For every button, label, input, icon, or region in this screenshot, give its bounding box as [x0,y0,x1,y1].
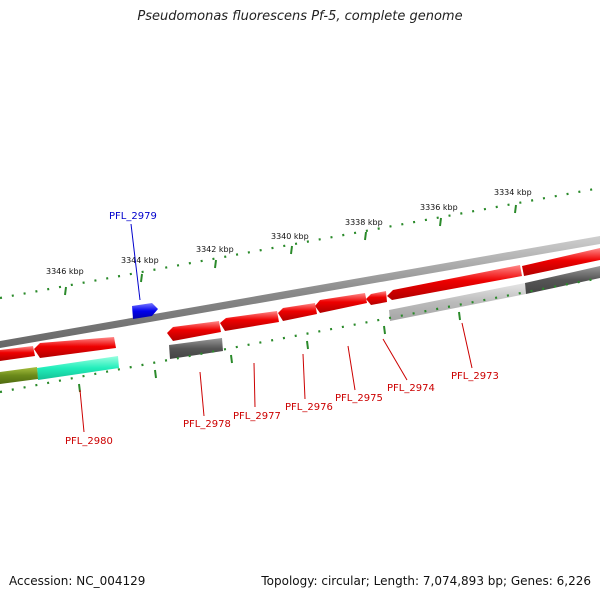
gene-arrow-pfl-2975[interactable] [315,293,367,313]
feature-block[interactable] [525,266,600,294]
leader-line-pfl-2980 [79,389,85,433]
scale-tick-mark [514,204,517,214]
gene-label-pfl-2975[interactable]: PFL_2975 [335,393,383,404]
genome-backbone [0,236,600,348]
scale-tick-mark [290,245,293,255]
leader-line-pfl-2977 [253,362,256,408]
scale-tick-mark [364,231,367,241]
leader-line-pfl-2976 [302,353,306,400]
gene-label-pfl-2976[interactable]: PFL_2976 [285,402,333,413]
tick-label: 3340 kbp [271,232,309,241]
inner-scale-tick [458,311,461,321]
gene-labels: PFL_2979 PFL_2973 PFL_2974 PFL_2975 PFL_… [65,211,499,447]
gene-label-pfl-2979[interactable]: PFL_2979 [109,211,157,222]
gene-label-pfl-2978[interactable]: PFL_2978 [183,419,231,430]
genome-title: Pseudomonas fluorescens Pf-5, complete g… [137,9,463,24]
outer-dotted-ring [0,186,600,300]
tick-label: 3344 kbp [121,256,159,265]
annotation-features [0,266,600,384]
genome-summary-text: Topology: circular; Length: 7,074,893 bp… [261,574,591,588]
tick-label: 3346 kbp [46,267,84,276]
inner-scale-tick [383,325,386,335]
scale-tick-mark [64,286,67,296]
feature-block[interactable] [37,356,119,380]
outer-dotted-ring-line [0,186,600,300]
gene-arrow-pfl-2977[interactable] [220,311,279,331]
feature-block[interactable] [389,283,526,321]
tick-label: 3338 kbp [345,218,383,227]
tick-label: 3334 kbp [494,188,532,197]
gene-arrow-pfl-2976[interactable] [278,303,317,321]
scale-tick-mark [140,273,143,283]
tick-label: 3342 kbp [196,245,234,254]
gene-label-pfl-2977[interactable]: PFL_2977 [233,411,281,422]
inner-scale-tick [306,340,309,350]
scale-ticks [64,204,517,296]
leader-line-pfl-2973 [461,322,473,369]
gene-arrow-pfl-2973[interactable] [387,265,522,300]
leader-line-pfl-2978 [199,371,205,417]
gene-label-pfl-2974[interactable]: PFL_2974 [387,383,435,394]
inner-scale-tick [230,354,233,364]
reverse-strand-features [0,248,600,361]
forward-strand-features [132,303,158,319]
scale-tick-mark [439,217,442,227]
gene-arrow-pfl-2974[interactable] [366,291,387,305]
inner-scale-tick [154,369,157,379]
gene-arrow-pfl-2981[interactable] [0,346,35,361]
accession-text: Accession: NC_004129 [9,574,146,588]
gene-arrow-pfl-2979[interactable] [132,303,158,319]
gene-label-pfl-2980[interactable]: PFL_2980 [65,436,113,447]
gene-label-pfl-2973[interactable]: PFL_2973 [451,371,499,382]
leader-line-pfl-2974 [382,338,408,381]
gene-arrow-pfl-2978[interactable] [167,321,221,341]
leader-line-pfl-2979 [130,223,141,301]
feature-block[interactable] [169,338,223,359]
gene-arrow-pfl-2980[interactable] [34,337,116,358]
scale-tick-labels: 3334 kbp 3336 kbp 3338 kbp 3340 kbp 3342… [46,188,532,276]
scale-tick-mark [214,259,217,269]
feature-block[interactable] [0,367,38,384]
gene-arrow-pfl-2972[interactable] [522,248,600,276]
label-leaders [79,223,473,433]
tick-label: 3336 kbp [420,203,458,212]
leader-line-pfl-2975 [347,345,356,391]
